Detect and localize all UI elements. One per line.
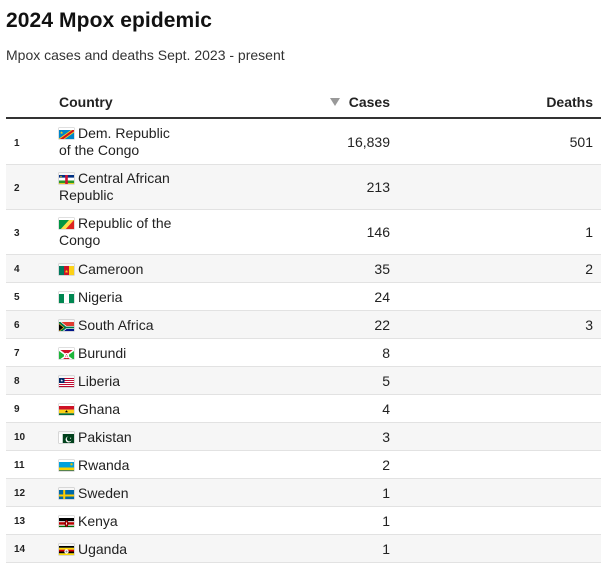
column-header-country[interactable]: Country xyxy=(59,94,113,110)
table-row: 4 Cameroon 35 2 xyxy=(6,255,601,283)
row-cases-value: 1 xyxy=(382,541,390,557)
country-flag-icon xyxy=(59,404,74,415)
table-row: 6 South Africa 22 3 xyxy=(6,311,601,339)
row-rank: 11 xyxy=(14,460,25,471)
row-cases-value: 4 xyxy=(382,401,390,417)
row-rank: 10 xyxy=(14,432,26,443)
row-cases-value: 24 xyxy=(374,289,390,305)
row-rank: 8 xyxy=(14,376,20,387)
country-flag-icon xyxy=(59,173,74,184)
row-country-name: Sweden xyxy=(78,485,129,501)
row-country-name: Uganda xyxy=(78,541,128,557)
row-country-name: Nigeria xyxy=(78,289,123,305)
row-country-name: South Africa xyxy=(78,317,154,333)
row-cases-value: 2 xyxy=(382,457,390,473)
table-body: 1 Dem. Republic of the Congo 16,839 501 2 Cen… xyxy=(6,120,601,563)
row-rank: 7 xyxy=(14,348,20,359)
table-header: Country Cases Deaths xyxy=(6,88,601,119)
row-rank: 5 xyxy=(14,292,20,303)
row-rank: 1 xyxy=(14,138,20,149)
row-rank: 14 xyxy=(14,544,26,555)
row-rank: 13 xyxy=(14,516,26,527)
table-row: 3 Republic of the Congo 146 1 xyxy=(6,210,601,255)
row-country-name: Dem. Republic of the Congo xyxy=(59,125,170,158)
row-cases-value: 146 xyxy=(366,224,390,240)
row-country-name: Cameroon xyxy=(78,261,144,277)
row-country-name: Rwanda xyxy=(78,457,130,473)
row-cases-value: 213 xyxy=(366,179,390,195)
country-flag-icon xyxy=(59,264,74,275)
row-cases-value: 35 xyxy=(374,261,390,277)
table-row: 2 Central African Republic 213 xyxy=(6,165,601,210)
country-flag-icon xyxy=(59,460,74,471)
table-row: 12 Sweden 1 xyxy=(6,479,601,507)
table-row: 1 Dem. Republic of the Congo 16,839 501 xyxy=(6,120,601,165)
row-rank: 2 xyxy=(14,183,20,194)
table-row: 8 Liberia 5 xyxy=(6,367,601,395)
table-row: 14 Uganda 1 xyxy=(6,535,601,563)
row-deaths-value: 501 xyxy=(569,134,593,150)
row-deaths-value: 2 xyxy=(585,261,593,277)
chart-title: 2024 Mpox epidemic xyxy=(6,9,213,32)
row-country-name: Pakistan xyxy=(78,429,132,445)
row-country-name: Ghana xyxy=(78,401,121,417)
row-rank: 12 xyxy=(14,488,26,499)
column-header-cases[interactable]: Cases xyxy=(348,94,390,110)
row-deaths-value: 3 xyxy=(585,317,593,333)
row-cases-value: 16,839 xyxy=(347,134,390,150)
row-cases-value: 22 xyxy=(374,317,390,333)
country-flag-icon xyxy=(59,218,74,229)
country-flag-icon xyxy=(59,488,74,499)
country-flag-icon xyxy=(59,320,74,331)
row-country-name: Liberia xyxy=(78,373,121,389)
country-flag-icon xyxy=(59,376,74,387)
row-rank: 6 xyxy=(14,320,20,331)
row-country-name: Central African Republic xyxy=(59,170,170,203)
table-row: 11 Rwanda 2 xyxy=(6,451,601,479)
row-cases-value: 8 xyxy=(382,345,390,361)
country-flag-icon xyxy=(59,348,74,359)
country-flag-icon xyxy=(59,516,74,527)
table-row: 10 Pakistan 3 xyxy=(6,423,601,451)
country-flag-icon xyxy=(59,128,74,139)
table-row: 7 Burundi 8 xyxy=(6,339,601,367)
row-country-name: Republic of the Congo xyxy=(59,215,172,248)
row-cases-value: 5 xyxy=(382,373,390,389)
row-rank: 9 xyxy=(14,404,20,415)
column-header-deaths[interactable]: Deaths xyxy=(546,94,593,110)
country-flag-icon xyxy=(59,292,74,303)
row-deaths-value: 1 xyxy=(585,224,593,240)
row-rank: 3 xyxy=(14,228,20,239)
country-flag-icon xyxy=(59,432,74,443)
country-flag-icon xyxy=(59,544,74,555)
row-cases-value: 1 xyxy=(382,513,390,529)
table-row: 13 Kenya 1 xyxy=(6,507,601,535)
table-row: 9 Ghana 4 xyxy=(6,395,601,423)
sort-descending-icon xyxy=(330,98,340,106)
row-country-name: Kenya xyxy=(78,513,118,529)
row-cases-value: 1 xyxy=(382,485,390,501)
row-country-name: Burundi xyxy=(78,345,127,361)
row-cases-value: 3 xyxy=(382,429,390,445)
chart-subtitle: Mpox cases and deaths Sept. 2023 - prese… xyxy=(6,47,285,63)
table-row: 5 Nigeria 24 xyxy=(6,283,601,311)
row-rank: 4 xyxy=(14,264,20,275)
